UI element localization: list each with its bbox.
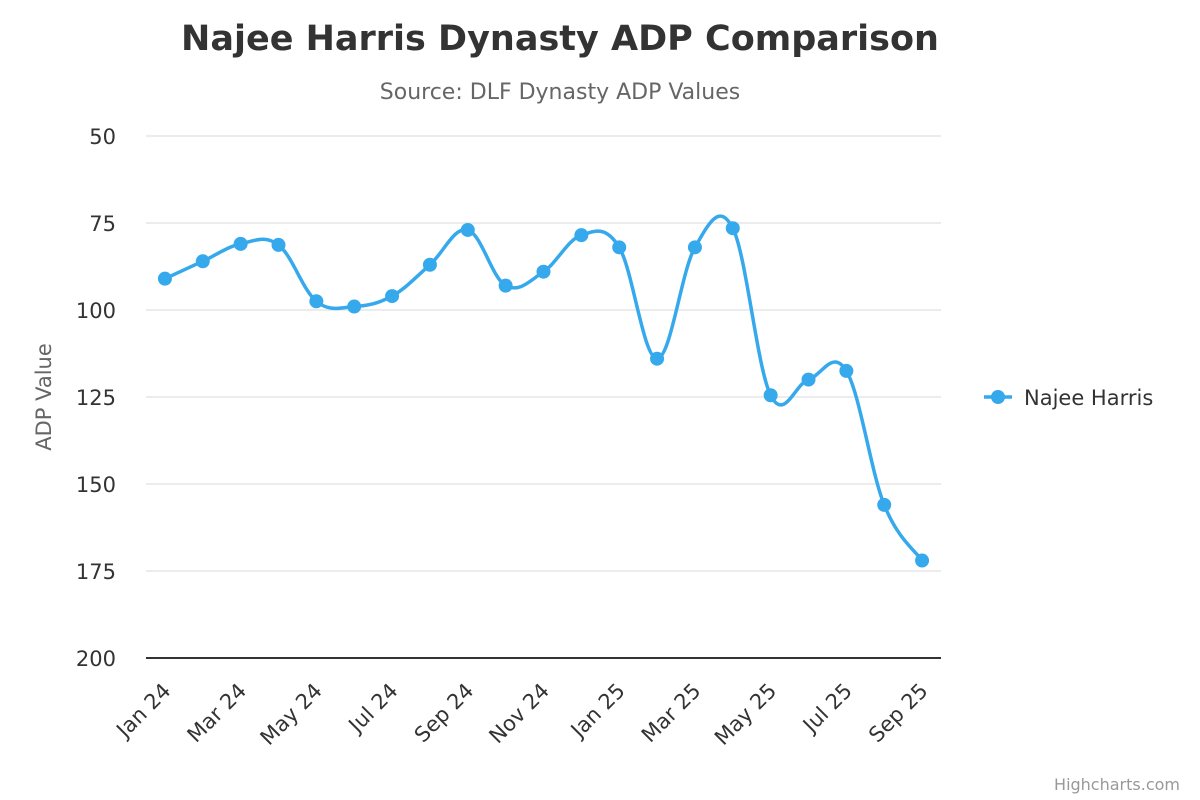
x-tick-label: Jan 24 [111, 679, 176, 744]
data-point[interactable] [763, 388, 778, 403]
chart-title: Najee Harris Dynasty ADP Comparison [181, 19, 939, 59]
data-point[interactable] [195, 254, 210, 269]
data-point[interactable] [157, 271, 172, 286]
data-point[interactable] [347, 299, 362, 314]
data-point[interactable] [460, 222, 475, 237]
x-tick-label: Mar 25 [637, 679, 706, 748]
y-tick-label: 125 [76, 386, 116, 410]
series-layer [157, 214, 930, 568]
x-tick-label: May 25 [710, 679, 781, 750]
data-point[interactable] [877, 497, 892, 512]
y-tick-label: 100 [76, 299, 116, 323]
y-axis-title: ADP Value [32, 343, 56, 451]
x-tick-label: Jan 25 [565, 679, 630, 744]
data-point[interactable] [839, 363, 854, 378]
data-point[interactable] [309, 294, 324, 309]
data-point[interactable] [271, 237, 286, 252]
legend-item-label[interactable]: Najee Harris [1024, 386, 1153, 410]
data-point[interactable] [574, 228, 589, 243]
data-point[interactable] [650, 351, 665, 366]
x-tick-label: Jul 24 [343, 679, 403, 739]
data-point[interactable] [422, 257, 437, 272]
data-point[interactable] [687, 240, 702, 255]
x-tick-label: Jul 25 [797, 679, 857, 739]
x-tick-label: Sep 24 [410, 679, 479, 748]
credits-link[interactable]: Highcharts.com [1054, 775, 1180, 794]
legend-marker-icon [991, 390, 1005, 404]
y-axis-ticks: 50 75 100 125 150 175 200 [76, 125, 116, 671]
data-point[interactable] [801, 372, 816, 387]
data-point[interactable] [536, 264, 551, 279]
y-tick-label: 50 [89, 125, 116, 149]
chart-subtitle: Source: DLF Dynasty ADP Values [380, 80, 740, 105]
y-tick-label: 150 [76, 473, 116, 497]
legend[interactable]: Najee Harris [984, 386, 1153, 410]
x-tick-label: Sep 25 [864, 679, 933, 748]
x-axis-ticks: Jan 24 Mar 24 May 24 Jul 24 Sep 24 Nov 24 Jan … [111, 679, 933, 750]
gridlines [146, 135, 941, 659]
data-point[interactable] [498, 278, 513, 293]
x-tick-label: Mar 24 [183, 679, 252, 748]
x-tick-label: May 24 [256, 679, 327, 750]
data-point[interactable] [725, 221, 740, 236]
data-point[interactable] [385, 289, 400, 304]
y-tick-label: 175 [76, 560, 116, 584]
data-point[interactable] [612, 240, 627, 255]
data-point[interactable] [233, 236, 248, 251]
data-point[interactable] [915, 553, 930, 568]
y-tick-label: 200 [76, 647, 116, 671]
y-tick-label: 75 [89, 212, 116, 236]
x-tick-label: Nov 24 [484, 679, 554, 749]
